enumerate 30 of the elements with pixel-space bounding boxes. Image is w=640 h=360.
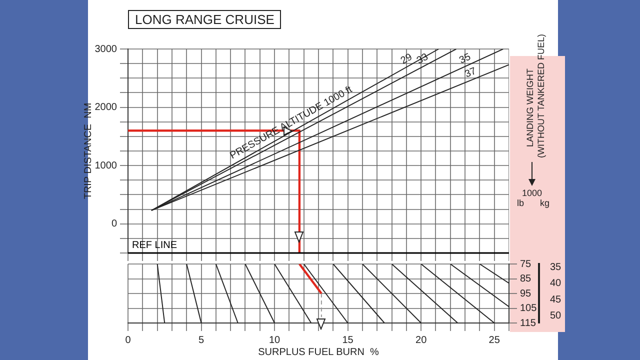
- text: 35: [458, 52, 473, 66]
- y2-tick-label: 35: [550, 262, 562, 273]
- text: 37: [463, 66, 478, 80]
- y-tick-label: 1000: [94, 160, 118, 172]
- x-tick-label: 5: [198, 334, 204, 346]
- x-tick-label: 0: [125, 334, 132, 346]
- x-tick-label: 15: [342, 334, 354, 346]
- y-tick-label: 105: [520, 303, 538, 314]
- y2-tick-label: 45: [550, 294, 562, 306]
- y-tick-label: 0: [111, 218, 118, 230]
- y-tick-label: 75: [520, 258, 532, 270]
- x-tick-label: 10: [268, 334, 281, 346]
- ref-line-label: REF LINE: [132, 240, 178, 251]
- x-tick-label: 25: [488, 334, 500, 346]
- y-tick-label: 115: [520, 318, 536, 329]
- chart-title: LONG RANGE CRUISE: [128, 10, 282, 29]
- y-tick-label: 2000: [94, 102, 118, 114]
- x-tick-label: 20: [416, 334, 428, 346]
- y2-tick-label: 50: [550, 310, 562, 322]
- y-tick-label: 3000: [94, 44, 118, 55]
- y2-axis-title: kg: [540, 198, 550, 208]
- text: (WITHOUT TANKERED FUEL): [536, 34, 547, 158]
- text: 29: [399, 52, 415, 67]
- y-axis-title: lb: [517, 198, 524, 208]
- y-axis-title: TRIP DISTANCE NM: [82, 102, 94, 200]
- y-tick-label: 95: [520, 288, 532, 300]
- y-tick-label: 85: [520, 274, 532, 284]
- y2-tick-label: 40: [550, 278, 562, 290]
- x-axis-title: SURPLUS FUEL BURN %: [258, 346, 379, 358]
- text: LANDING WEIGHT: [525, 68, 536, 150]
